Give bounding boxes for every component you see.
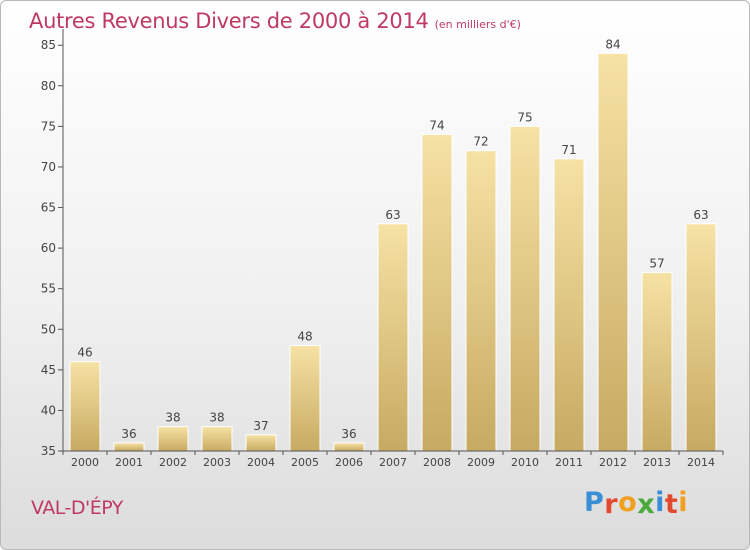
bar-2004: [245, 434, 277, 452]
logo-letter: i: [655, 487, 665, 518]
value-label-2013: 57: [649, 256, 664, 270]
x-tick-label-2011: 2011: [555, 456, 583, 469]
logo-letter: r: [604, 489, 619, 520]
x-tick-label-2002: 2002: [159, 456, 187, 469]
x-tick-label-2001: 2001: [115, 456, 143, 469]
bar-2003: [201, 426, 233, 452]
value-label-2001: 36: [121, 427, 136, 441]
bar-2011: [553, 158, 585, 452]
y-tick-label-85: 85: [41, 38, 56, 52]
value-label-2002: 38: [165, 411, 180, 425]
x-tick-label-2014: 2014: [687, 456, 715, 469]
y-tick-label-40: 40: [41, 403, 56, 417]
value-label-2005: 48: [297, 330, 312, 344]
y-tick-label-60: 60: [41, 241, 56, 255]
title-text: Autres Revenus Divers de 2000 à 2014: [29, 9, 429, 33]
y-tick-label-45: 45: [41, 363, 56, 377]
bar-2005: [289, 345, 321, 452]
proxiti-logo: Proxiti: [584, 487, 689, 520]
y-tick-label-65: 65: [41, 201, 56, 215]
bar-2013: [641, 271, 673, 452]
logo-letter: P: [584, 487, 605, 518]
x-tick-label-2009: 2009: [467, 456, 495, 469]
unit-text: (en milliers d'€): [434, 18, 521, 31]
value-label-2006: 36: [341, 427, 356, 441]
value-label-2011: 71: [561, 143, 576, 157]
bar-2009: [465, 150, 497, 452]
logo-letter: x: [637, 489, 656, 520]
value-label-2007: 63: [385, 208, 400, 222]
logo-letter: t: [664, 489, 679, 520]
value-label-2004: 37: [253, 419, 268, 433]
y-tick-label-70: 70: [41, 160, 56, 174]
value-label-2010: 75: [517, 110, 532, 124]
x-tick-label-2004: 2004: [247, 456, 275, 469]
logo-letter: o: [618, 487, 638, 518]
commune-name: VAL-D'ÉPY: [31, 497, 123, 519]
x-tick-label-2000: 2000: [71, 456, 99, 469]
x-tick-label-2003: 2003: [203, 456, 231, 469]
x-tick-label-2008: 2008: [423, 456, 451, 469]
bar-2007: [377, 223, 409, 452]
value-label-2012: 84: [605, 37, 620, 51]
x-tick-label-2013: 2013: [643, 456, 671, 469]
bar-2012: [597, 52, 629, 452]
value-label-2000: 46: [77, 346, 92, 360]
value-label-2014: 63: [693, 208, 708, 222]
y-tick-label-80: 80: [41, 79, 56, 93]
chart-title: Autres Revenus Divers de 2000 à 2014 (en …: [29, 9, 521, 33]
y-tick-label-55: 55: [41, 282, 56, 296]
bar-2008: [421, 134, 453, 452]
x-tick-label-2010: 2010: [511, 456, 539, 469]
value-label-2008: 74: [429, 119, 444, 133]
value-label-2003: 38: [209, 411, 224, 425]
y-tick-label-75: 75: [41, 119, 56, 133]
logo-letter: i: [678, 487, 689, 518]
bar-2002: [157, 426, 189, 452]
bar-2001: [113, 442, 145, 452]
bar-2010: [509, 125, 541, 452]
bar-2014: [685, 223, 717, 452]
y-tick-label-50: 50: [41, 322, 56, 336]
x-tick-label-2007: 2007: [379, 456, 407, 469]
bar-2006: [333, 442, 365, 452]
x-tick-label-2005: 2005: [291, 456, 319, 469]
x-tick-label-2012: 2012: [599, 456, 627, 469]
value-label-2009: 72: [473, 135, 488, 149]
x-tick-label-2006: 2006: [335, 456, 363, 469]
y-tick-label-35: 35: [41, 444, 56, 458]
bar-2000: [69, 361, 101, 452]
